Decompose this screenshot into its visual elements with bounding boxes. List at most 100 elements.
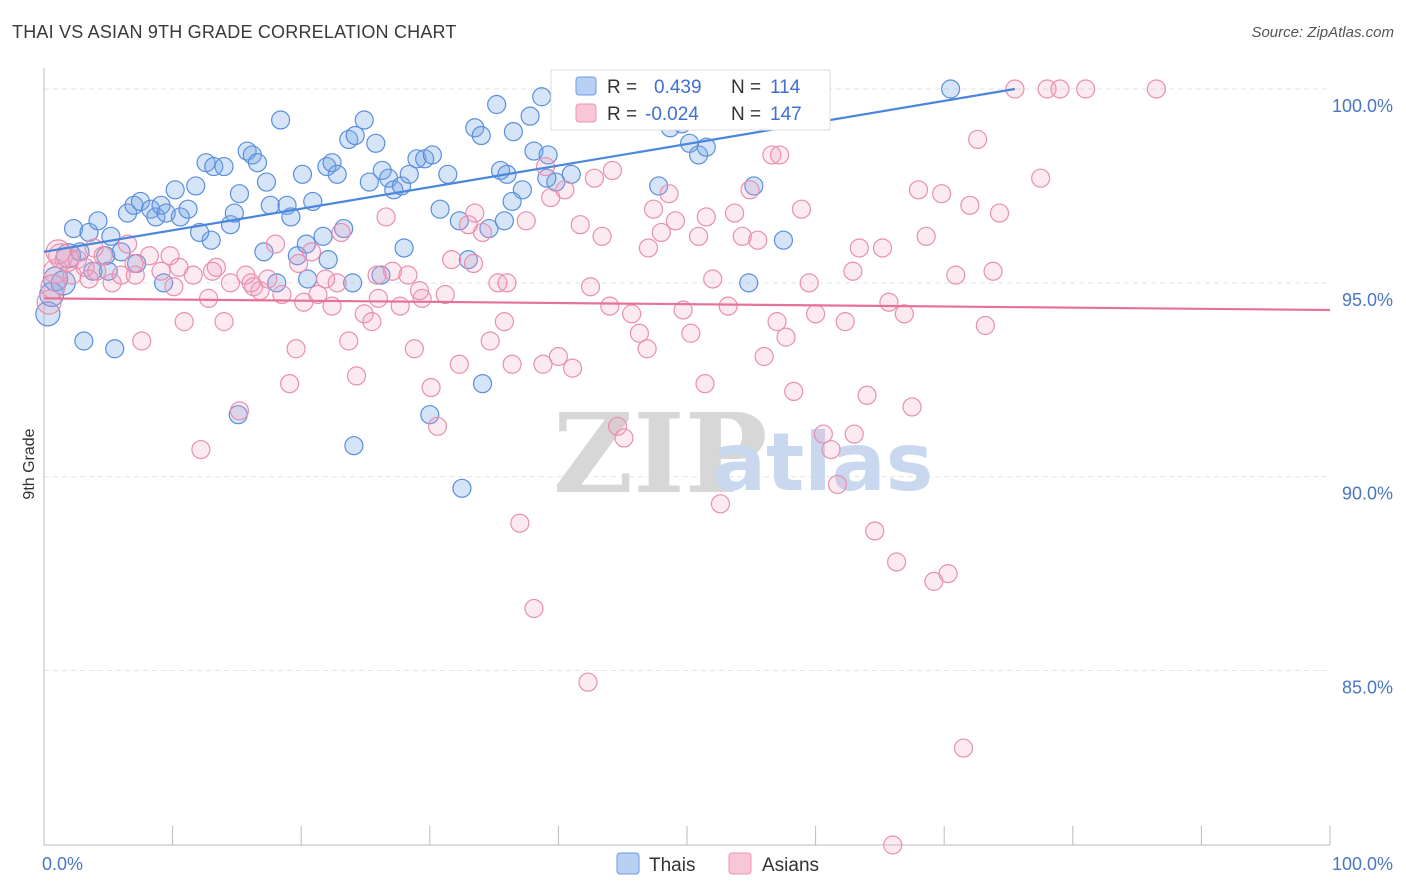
asians-point-108 [857, 385, 877, 405]
asians-point-73 [600, 296, 620, 316]
thais-point-19 [170, 207, 190, 227]
asians-point-51 [435, 284, 455, 305]
asians-point-55 [465, 203, 485, 223]
thais-point-31 [256, 172, 277, 192]
asians-point-39 [346, 366, 367, 386]
thais-point-65 [487, 94, 507, 115]
asians-point-131 [1146, 79, 1166, 99]
asians-point-63 [524, 598, 544, 619]
asians-point-144 [367, 265, 387, 285]
chart-title: THAI VS ASIAN 9TH GRADE CORRELATION CHAR… [12, 22, 457, 42]
watermark-atlas: atlas [712, 416, 933, 509]
asians-point-23 [229, 401, 250, 421]
thais-point-116 [744, 176, 764, 196]
asians-point-16 [174, 312, 194, 332]
asians-point-38 [339, 331, 359, 351]
thais-point-88 [649, 176, 669, 196]
asians-point-154 [40, 274, 66, 300]
asians-point-35 [316, 269, 336, 289]
asians-point-52 [442, 249, 462, 270]
asians-point-104 [827, 474, 848, 495]
thais-point-62 [465, 118, 485, 138]
thais-point-103 [254, 242, 274, 262]
asians-point-119 [938, 564, 958, 584]
legend-r-label-thais: R = [607, 77, 637, 98]
thais-point-67 [520, 106, 540, 126]
asians-point-100 [799, 273, 819, 293]
stats-legend: R = 0.439 N = 114 R = -0.024 N = 147 [550, 69, 831, 131]
asians-point-149 [164, 277, 184, 297]
thais-point-97 [394, 238, 414, 258]
legend-n-value-thais: 114 [770, 77, 801, 98]
asians-point-4 [67, 249, 88, 270]
asians-point-148 [202, 261, 223, 281]
asians-point-28 [265, 234, 286, 254]
series-legend-asians: Asians [762, 855, 819, 876]
asians-point-42 [368, 288, 388, 308]
asians-point-93 [748, 230, 768, 250]
asians-point-120 [946, 265, 966, 285]
asians-point-91 [732, 226, 752, 246]
asians-point-126 [989, 203, 1010, 223]
asians-point-140 [580, 277, 601, 297]
thais-point-46 [345, 125, 365, 146]
legend-n-value-asians: 147 [770, 104, 802, 125]
thais-point-20 [178, 199, 198, 219]
asians-point-78 [637, 339, 657, 359]
thais-point-33 [271, 110, 291, 130]
asians-point-64 [533, 354, 553, 374]
asians-point-106 [843, 261, 863, 281]
thais-point-66 [503, 122, 523, 142]
legend-swatch-asians [575, 103, 597, 123]
series-legend: Thais Asians [616, 852, 819, 876]
asians-point-86 [695, 374, 715, 394]
asians-point-147 [241, 273, 261, 293]
asians-point-114 [902, 397, 922, 417]
thais-point-95 [452, 478, 472, 498]
asians-point-102 [813, 424, 833, 444]
thais-point-119 [344, 436, 364, 456]
asians-point-30 [280, 374, 300, 394]
asians-point-56 [472, 222, 493, 243]
asians-point-122 [960, 195, 980, 215]
asians-point-141 [497, 273, 517, 293]
y-tick-label-0: 100.0% [1332, 96, 1393, 116]
asians-point-110 [872, 238, 893, 258]
asians-point-40 [354, 304, 374, 324]
asians-point-95 [762, 145, 782, 165]
thais-point-41 [317, 156, 337, 177]
legend-n-label-thais: N = [731, 77, 761, 98]
series-legend-swatch-thais [616, 852, 640, 875]
asians-point-138 [696, 207, 716, 227]
asians-point-13 [151, 261, 171, 281]
asians-point-77 [629, 323, 650, 343]
asians-point-89 [718, 296, 738, 316]
thais-point-92 [502, 191, 522, 212]
asians-point-152 [62, 265, 82, 285]
asians-point-0 [36, 289, 62, 315]
asians-point-17 [183, 265, 203, 285]
asians-point-83 [673, 300, 693, 320]
asians-point-85 [688, 226, 709, 246]
thais-point-72 [538, 145, 558, 165]
x-tick-labels: 0.0% 100.0% [42, 854, 1393, 874]
x-tick-label-1: 100.0% [1332, 854, 1393, 874]
asians-point-29 [272, 284, 292, 305]
asians-point-82 [665, 211, 686, 231]
thais-point-4 [74, 331, 94, 351]
asians-point-92 [740, 180, 760, 200]
asians-point-118 [932, 184, 952, 204]
asians-point-81 [659, 184, 679, 204]
legend-r-value-thais: 0.439 [654, 77, 702, 98]
asians-point-60 [502, 354, 522, 374]
asians-point-88 [710, 494, 731, 514]
y-tick-label-2: 90.0% [1342, 484, 1393, 504]
asians-point-22 [220, 273, 241, 293]
asians-point-67 [555, 180, 575, 200]
asians-point-80 [651, 222, 671, 243]
asians-point-57 [480, 331, 500, 351]
asians-point-18 [191, 439, 211, 460]
thais-point-18 [165, 180, 185, 200]
asians-point-107 [849, 238, 869, 258]
thais-point-27 [229, 184, 250, 204]
